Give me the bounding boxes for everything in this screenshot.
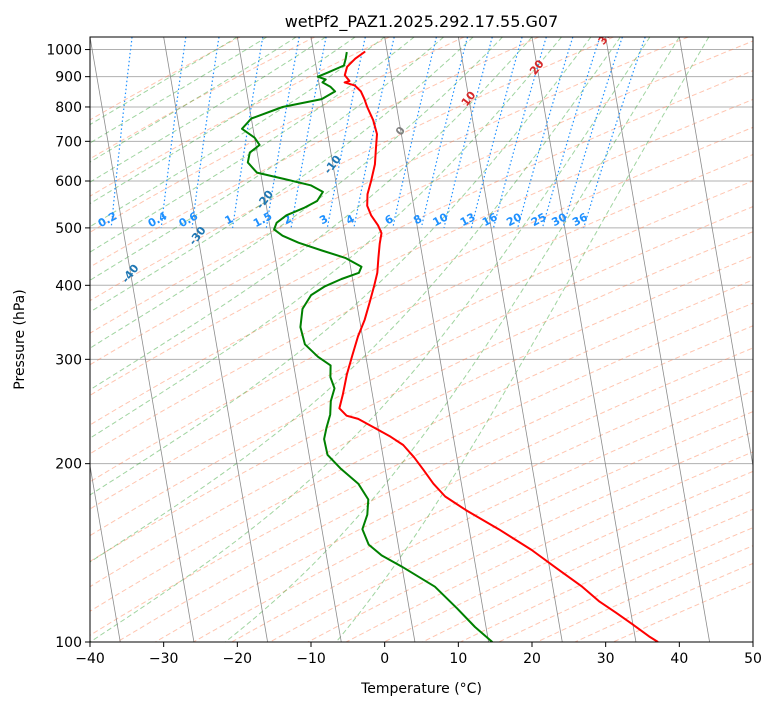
x-tick-label: 40 <box>670 651 688 667</box>
temperature-profile <box>338 50 659 642</box>
isotherm-label: 30 <box>596 27 616 47</box>
y-tick-label: 100 <box>55 635 82 651</box>
mixing-ratio-label: 30 <box>549 210 569 229</box>
x-tick-label: 10 <box>449 651 467 667</box>
dry-adiabat <box>90 37 241 121</box>
x-tick-label: −40 <box>75 651 105 667</box>
isotherm <box>678 37 753 469</box>
mixing-ratio-label: 10 <box>431 210 451 229</box>
y-tick-label: 400 <box>55 278 82 294</box>
mixing-ratio-line <box>160 37 187 228</box>
moist-adiabat <box>90 37 444 281</box>
moist-adiabat <box>335 37 710 642</box>
y-tick-label: 500 <box>55 221 82 237</box>
mixing-ratio-label: 13 <box>458 210 478 229</box>
isotherm <box>90 463 121 642</box>
moist-adiabat <box>90 37 621 563</box>
mixing-ratio-line <box>562 37 623 229</box>
mixing-ratio-line <box>517 37 574 229</box>
dry-adiabat <box>90 279 753 612</box>
mixing-ratio-line <box>326 37 366 229</box>
moist-adiabat <box>90 37 562 439</box>
dry-adiabat <box>90 37 315 160</box>
x-tick-label: −30 <box>149 651 179 667</box>
y-tick-label: 800 <box>55 100 82 116</box>
chart-title: wetPf2_PAZ1.2025.292.17.55.G07 <box>285 12 559 32</box>
mixing-ratio-line <box>191 37 220 228</box>
isotherm <box>605 37 710 642</box>
x-tick-label: 30 <box>597 651 615 667</box>
dry-adiabat <box>90 126 753 455</box>
x-tick-label: −20 <box>223 651 253 667</box>
dry-adiabat <box>90 37 465 233</box>
moist-adiabat <box>90 37 474 313</box>
x-tick-label: 20 <box>523 651 541 667</box>
mixing-ratio-label: 16 <box>480 210 500 229</box>
dry-adiabat <box>90 153 753 483</box>
mixing-ratio-label: 25 <box>529 210 549 229</box>
mixing-ratio-line <box>420 37 469 229</box>
y-tick-label: 700 <box>55 134 82 150</box>
dry-adiabat <box>90 37 614 302</box>
dry-adiabat <box>90 37 390 197</box>
isotherm <box>163 37 268 642</box>
dry-adiabat <box>90 98 753 426</box>
y-tick-label: 300 <box>55 352 82 368</box>
moist-adiabat <box>90 37 415 253</box>
mixing-ratio-label: 36 <box>570 210 590 229</box>
mixing-ratio-line <box>110 37 133 228</box>
x-tick-label: 50 <box>744 651 762 667</box>
dry-adiabat <box>90 231 753 563</box>
plot-frame <box>89 36 754 643</box>
mixing-ratio-line <box>470 37 523 229</box>
mixing-ratio-line <box>583 37 646 229</box>
y-axis-title: Pressure (hPa) <box>12 289 28 389</box>
moist-adiabat <box>90 37 503 349</box>
y-tick-label: 900 <box>55 70 82 86</box>
axes: −40 −30 −20 −10 0 10 20 30 40 50 1000 900 800 700 600 5… <box>46 43 762 667</box>
moist-adiabat <box>90 37 592 496</box>
y-tick-label: 200 <box>55 457 82 473</box>
dry-adiabat <box>90 37 540 268</box>
plot-area: 0.10.20.40.611.52346810131620253036-100-… <box>90 27 753 642</box>
isotherm <box>310 37 416 642</box>
dry-adiabat <box>90 180 753 510</box>
dry-adiabat <box>90 37 689 334</box>
mixing-ratio-line <box>541 37 601 229</box>
dry-adiabat <box>90 70 753 396</box>
isotherm <box>90 37 195 642</box>
isotherm <box>531 37 637 642</box>
x-axis-title: Temperature (°C) <box>360 681 482 697</box>
isotherm <box>384 37 489 642</box>
mixing-ratio-line <box>443 37 493 229</box>
moist-adiabat <box>224 37 680 642</box>
dry-adiabat <box>90 255 753 588</box>
mixing-ratio-label: 20 <box>504 210 524 229</box>
y-tick-label: 1000 <box>46 43 82 59</box>
x-tick-label: 0 <box>380 651 389 667</box>
moist-adiabat <box>90 37 533 391</box>
dry-adiabat <box>231 390 753 642</box>
y-tick-label: 600 <box>55 174 82 190</box>
dewpoint-profile <box>241 51 493 642</box>
moist-adiabat <box>90 37 651 642</box>
dry-adiabat <box>193 369 753 642</box>
mixing-ratio-line <box>492 37 547 229</box>
x-tick-label: −10 <box>296 651 326 667</box>
dry-adiabat <box>90 206 753 537</box>
isotherm <box>457 37 563 642</box>
mixing-ratio-line <box>353 37 395 229</box>
mixing-ratio-line <box>392 37 437 229</box>
